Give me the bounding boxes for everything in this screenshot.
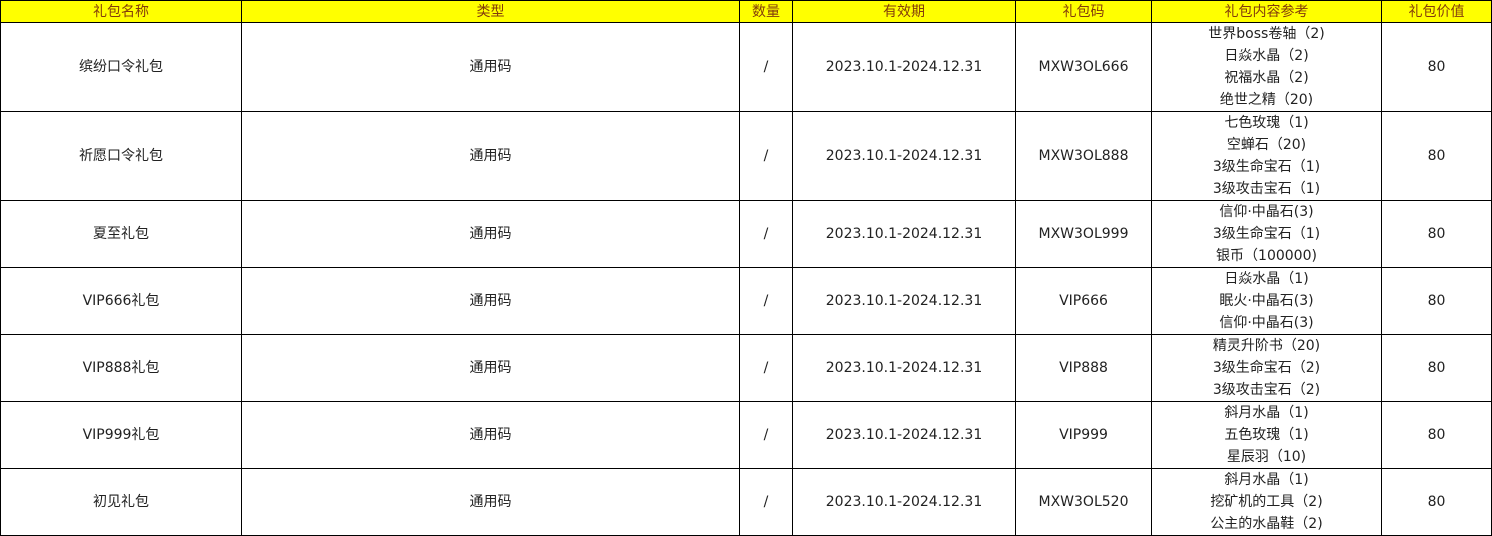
cell-name: VIP666礼包 [0, 267, 242, 335]
content-item: 斜月水晶（1) [1224, 472, 1309, 488]
cell-type: 通用码 [241, 468, 740, 536]
table-row: 祈愿口令礼包 通用码/2023.10.1-2024.12.31 MXW3OL888 七… [0, 111, 1492, 201]
cell-contents: 信仰·中晶石(3) 3级生命宝石（1) 银币（100000) [1151, 200, 1382, 268]
cell-qty: / [739, 22, 793, 112]
cell-validity: 2023.10.1-2024.12.31 [792, 22, 1016, 112]
cell-contents: 世界boss卷轴（2) 日焱水晶（2) 祝福水晶（2) 绝世之精（20) [1151, 22, 1382, 112]
content-item: 3级攻击宝石（1) [1212, 181, 1321, 197]
header-contents: 礼包内容参考 [1151, 0, 1382, 23]
cell-code: MXW3OL888 [1015, 111, 1152, 201]
cell-type: 通用码 [241, 267, 740, 335]
content-item: 3级攻击宝石（2) [1212, 382, 1321, 398]
cell-qty: / [739, 334, 793, 402]
cell-code: VIP999 [1015, 401, 1152, 469]
cell-value: 80 [1381, 22, 1492, 112]
header-value: 礼包价值 [1381, 0, 1492, 23]
content-item: 空蝉石（20) [1226, 137, 1307, 153]
content-item: 七色玫瑰（1) [1224, 115, 1309, 131]
table-row: VIP888礼包 通用码/2023.10.1-2024.12.31 VIP888 精灵… [0, 334, 1492, 402]
content-item: 斜月水晶（1) [1224, 405, 1309, 421]
table-row: 夏至礼包 通用码/2023.10.1-2024.12.31 MXW3OL999 信仰·… [0, 200, 1492, 268]
cell-type: 通用码 [241, 334, 740, 402]
content-item: 3级生命宝石（1) [1212, 226, 1321, 242]
cell-value: 80 [1381, 267, 1492, 335]
cell-validity: 2023.10.1-2024.12.31 [792, 334, 1016, 402]
cell-qty: / [739, 468, 793, 536]
cell-code: MXW3OL520 [1015, 468, 1152, 536]
table-row: 初见礼包 通用码/2023.10.1-2024.12.31 MXW3OL520 斜月水… [0, 468, 1492, 536]
cell-name: 祈愿口令礼包 [0, 111, 242, 201]
content-item: 绝世之精（20) [1219, 92, 1314, 108]
table-row: 缤纷口令礼包 通用码/2023.10.1-2024.12.31 MXW3OL666 世… [0, 22, 1492, 112]
cell-validity: 2023.10.1-2024.12.31 [792, 468, 1016, 536]
cell-name: 夏至礼包 [0, 200, 242, 268]
cell-type: 通用码 [241, 401, 740, 469]
cell-type: 通用码 [241, 200, 740, 268]
cell-qty: / [739, 200, 793, 268]
content-item: 日焱水晶（1) [1224, 271, 1309, 287]
table-row: VIP999礼包 通用码/2023.10.1-2024.12.31 VIP999 斜月… [0, 401, 1492, 469]
header-row: 礼包名称 类型 数量 有效期 礼包码 礼包内容参考 礼包价值 [0, 0, 1492, 23]
cell-value: 80 [1381, 111, 1492, 201]
cell-validity: 2023.10.1-2024.12.31 [792, 200, 1016, 268]
header-name: 礼包名称 [0, 0, 242, 23]
cell-name: VIP999礼包 [0, 401, 242, 469]
cell-qty: / [739, 267, 793, 335]
cell-code: VIP888 [1015, 334, 1152, 402]
content-item: 眠火·中晶石(3) [1219, 293, 1314, 309]
content-item: 五色玫瑰（1) [1224, 427, 1309, 443]
cell-contents: 斜月水晶（1) 五色玫瑰（1) 星辰羽（10) [1151, 401, 1382, 469]
cell-name: 缤纷口令礼包 [0, 22, 242, 112]
content-item: 3级生命宝石（2) [1212, 360, 1321, 376]
cell-value: 80 [1381, 468, 1492, 536]
header-validity: 有效期 [792, 0, 1016, 23]
cell-name: 初见礼包 [0, 468, 242, 536]
content-item: 星辰羽（10) [1226, 449, 1307, 465]
content-item: 世界boss卷轴（2) [1208, 26, 1325, 42]
cell-contents: 斜月水晶（1) 挖矿机的工具（2) 公主的水晶鞋（2) [1151, 468, 1382, 536]
cell-code: MXW3OL999 [1015, 200, 1152, 268]
content-item: 3级生命宝石（1) [1212, 159, 1321, 175]
content-item: 信仰·中晶石(3) [1219, 315, 1314, 331]
cell-type: 通用码 [241, 111, 740, 201]
cell-value: 80 [1381, 401, 1492, 469]
cell-value: 80 [1381, 334, 1492, 402]
header-qty: 数量 [739, 0, 793, 23]
cell-validity: 2023.10.1-2024.12.31 [792, 267, 1016, 335]
content-item: 祝福水晶（2) [1224, 70, 1309, 86]
cell-value: 80 [1381, 200, 1492, 268]
content-item: 公主的水晶鞋（2) [1210, 516, 1323, 532]
cell-validity: 2023.10.1-2024.12.31 [792, 401, 1016, 469]
content-item: 挖矿机的工具（2) [1210, 494, 1323, 510]
cell-qty: / [739, 401, 793, 469]
cell-code: MXW3OL666 [1015, 22, 1152, 112]
cell-code: VIP666 [1015, 267, 1152, 335]
cell-type: 通用码 [241, 22, 740, 112]
cell-contents: 七色玫瑰（1) 空蝉石（20) 3级生命宝石（1) 3级攻击宝石（1) [1151, 111, 1382, 201]
table-row: VIP666礼包 通用码/2023.10.1-2024.12.31 VIP666 日焱… [0, 267, 1492, 335]
content-item: 日焱水晶（2) [1224, 48, 1309, 64]
cell-name: VIP888礼包 [0, 334, 242, 402]
cell-contents: 日焱水晶（1) 眠火·中晶石(3) 信仰·中晶石(3) [1151, 267, 1382, 335]
cell-contents: 精灵升阶书（20) 3级生命宝石（2) 3级攻击宝石（2) [1151, 334, 1382, 402]
cell-qty: / [739, 111, 793, 201]
content-item: 银币（100000) [1216, 248, 1317, 264]
content-item: 信仰·中晶石(3) [1219, 204, 1314, 220]
header-type: 类型 [241, 0, 740, 23]
cell-validity: 2023.10.1-2024.12.31 [792, 111, 1016, 201]
header-code: 礼包码 [1015, 0, 1152, 23]
content-item: 精灵升阶书（20) [1212, 338, 1321, 354]
